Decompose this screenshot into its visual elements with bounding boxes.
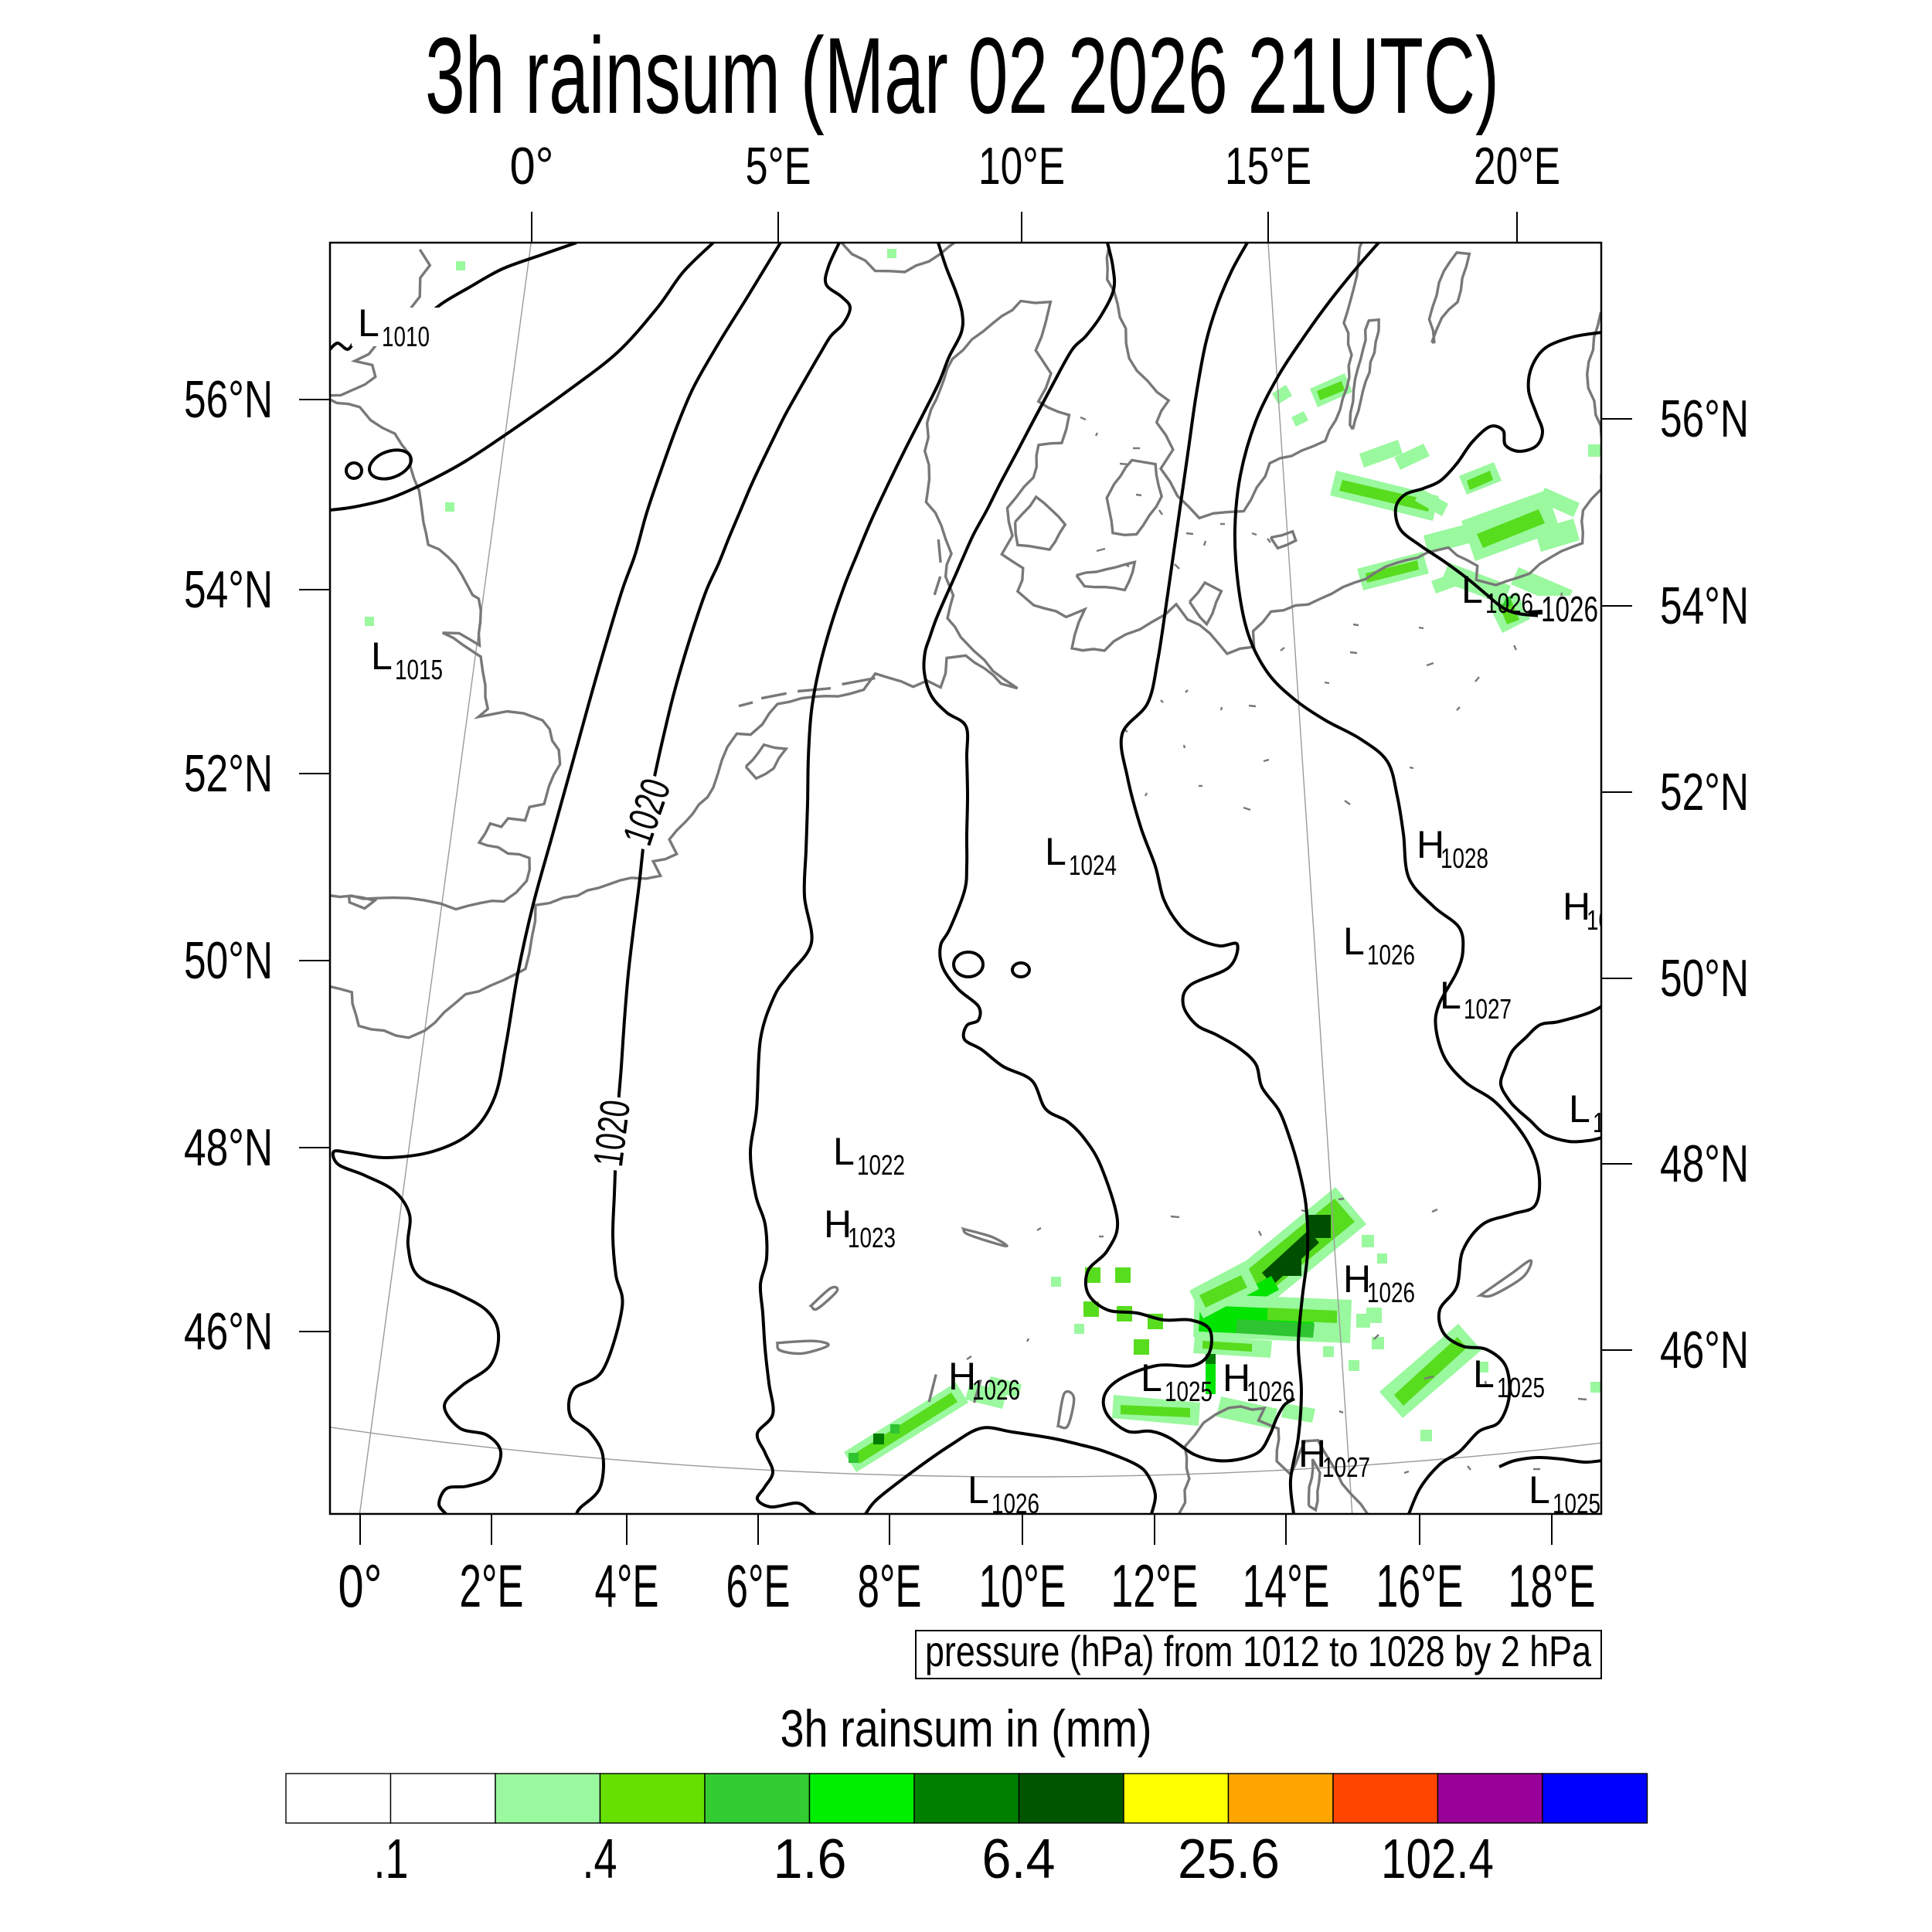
svg-text:50°N: 50°N — [184, 931, 273, 990]
svg-text:54°N: 54°N — [184, 560, 273, 619]
svg-text:H: H — [1417, 823, 1444, 866]
svg-text:3h rainsum in (mm): 3h rainsum in (mm) — [781, 1699, 1152, 1758]
svg-text:0°: 0° — [510, 137, 554, 196]
svg-text:.4: .4 — [583, 1828, 617, 1890]
svg-text:15°E: 15°E — [1225, 137, 1311, 196]
svg-text:1026: 1026 — [1367, 939, 1415, 971]
svg-text:H: H — [1563, 885, 1590, 928]
svg-text:1020: 1020 — [585, 1097, 639, 1169]
svg-text:1026: 1026 — [1541, 589, 1598, 629]
svg-text:1026: 1026 — [972, 1374, 1020, 1406]
svg-text:L: L — [1440, 974, 1461, 1017]
svg-text:H: H — [948, 1355, 976, 1398]
svg-text:L: L — [1569, 1087, 1590, 1131]
svg-text:25.6: 25.6 — [1178, 1828, 1280, 1890]
svg-text:1023: 1023 — [848, 1222, 896, 1253]
svg-text:8°E: 8°E — [858, 1552, 922, 1620]
svg-text:H: H — [1298, 1432, 1326, 1475]
svg-text:1024: 1024 — [1069, 849, 1117, 881]
svg-text:1027: 1027 — [1464, 993, 1512, 1025]
svg-text:H: H — [824, 1202, 852, 1246]
svg-text:46°N: 46°N — [184, 1302, 273, 1361]
svg-text:L: L — [1141, 1356, 1162, 1400]
svg-text:3h rainsum (Mar 02 2026 21UTC): 3h rainsum (Mar 02 2026 21UTC) — [425, 15, 1499, 136]
svg-text:1025: 1025 — [1165, 1376, 1213, 1407]
svg-text:12°E: 12°E — [1111, 1552, 1199, 1620]
svg-text:L: L — [1461, 568, 1483, 611]
svg-text:4°E: 4°E — [595, 1552, 659, 1620]
svg-text:6.4: 6.4 — [982, 1828, 1056, 1890]
svg-text:pressure (hPa) from 1012 to 10: pressure (hPa) from 1012 to 1028 by 2 hP… — [925, 1627, 1592, 1675]
svg-text:1015: 1015 — [395, 654, 443, 685]
svg-text:16°E: 16°E — [1376, 1552, 1464, 1620]
svg-text:1.6: 1.6 — [774, 1828, 847, 1890]
svg-text:2°E: 2°E — [460, 1552, 524, 1620]
svg-text:L: L — [968, 1468, 989, 1512]
svg-text:10°E: 10°E — [978, 137, 1065, 196]
svg-text:1026: 1026 — [1247, 1376, 1294, 1407]
svg-text:L: L — [1473, 1352, 1495, 1396]
svg-text:10: 10 — [1587, 904, 1611, 936]
svg-text:54°N: 54°N — [1660, 577, 1749, 635]
svg-text:L: L — [1343, 920, 1365, 963]
svg-text:L: L — [1045, 830, 1066, 873]
svg-text:1010: 1010 — [382, 321, 430, 352]
svg-text:.1: .1 — [374, 1828, 409, 1890]
svg-text:102.4: 102.4 — [1381, 1828, 1494, 1890]
svg-text:6°E: 6°E — [726, 1552, 791, 1620]
svg-text:H: H — [1223, 1356, 1250, 1400]
svg-text:L: L — [1529, 1468, 1550, 1512]
svg-text:52°N: 52°N — [1660, 763, 1749, 821]
svg-text:5°E: 5°E — [746, 137, 811, 196]
svg-text:56°N: 56°N — [1660, 389, 1749, 448]
svg-text:L: L — [833, 1130, 855, 1173]
svg-text:1022: 1022 — [857, 1149, 905, 1181]
svg-text:56°N: 56°N — [184, 370, 273, 429]
svg-text:52°N: 52°N — [184, 744, 273, 803]
svg-text:48°N: 48°N — [1660, 1134, 1749, 1193]
svg-text:L: L — [371, 634, 393, 678]
svg-text:10°E: 10°E — [979, 1552, 1066, 1620]
svg-text:50°N: 50°N — [1660, 949, 1749, 1008]
svg-text:1025: 1025 — [1497, 1372, 1545, 1403]
svg-text:18°E: 18°E — [1509, 1552, 1596, 1620]
svg-text:1026: 1026 — [1485, 587, 1533, 619]
svg-text:46°N: 46°N — [1660, 1321, 1749, 1379]
svg-text:L: L — [358, 301, 379, 345]
svg-text:10: 10 — [1593, 1107, 1617, 1138]
svg-text:1027: 1027 — [1322, 1451, 1370, 1483]
svg-text:0°: 0° — [338, 1552, 383, 1620]
svg-text:14°E: 14°E — [1243, 1552, 1330, 1620]
svg-text:48°N: 48°N — [184, 1118, 273, 1177]
svg-text:H: H — [1343, 1257, 1371, 1301]
svg-text:1028: 1028 — [1440, 842, 1488, 874]
svg-text:20°E: 20°E — [1474, 137, 1560, 196]
svg-text:1026: 1026 — [1367, 1277, 1415, 1308]
